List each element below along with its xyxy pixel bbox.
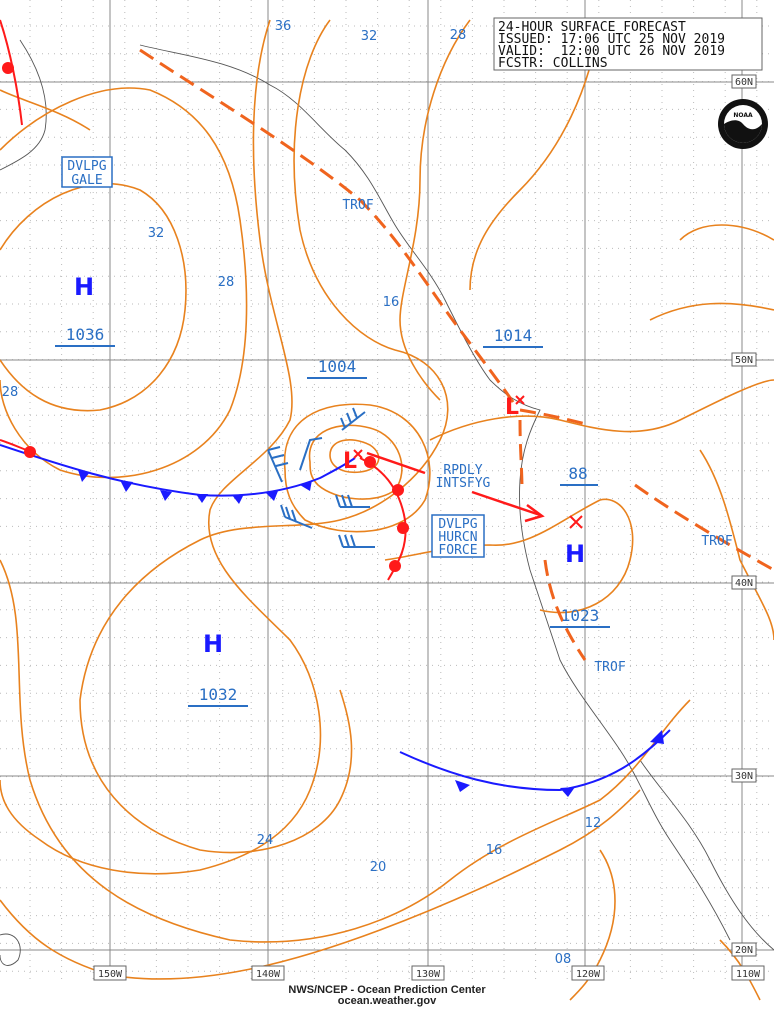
isobar-labels: 36 32 28 32 28 16 28 24 20 16 12 08	[2, 19, 602, 967]
isobar-label: 32	[361, 29, 378, 44]
gale-warning-box: DVLPG GALE	[61, 156, 113, 188]
wind-barbs	[267, 407, 375, 548]
high-1032: H 1032	[188, 630, 248, 707]
footer-url[interactable]: ocean.weather.gov	[338, 995, 437, 1007]
lat-label: 30N	[735, 771, 753, 782]
hurricane-line-1: DVLPG	[438, 517, 477, 532]
isobar-label: 12	[585, 816, 602, 831]
hurricane-force-box: DVLPG HURCN FORCE	[431, 514, 485, 558]
high-symbol: H	[74, 273, 94, 301]
lat-label: 60N	[735, 77, 753, 88]
isobar-label: 36	[275, 19, 292, 34]
hurricane-line-3: FORCE	[438, 543, 477, 558]
high-1036: H 1036	[55, 273, 115, 347]
isobar-label: 24	[257, 833, 274, 848]
isobar-label: 32	[148, 226, 165, 241]
pressure-value: 1004	[318, 357, 357, 376]
intensifying-line-2: INTSFYG	[436, 476, 491, 491]
lon-label: 110W	[736, 969, 761, 980]
forecast-header: 24-HOUR SURFACE FORECAST ISSUED: 17:06 U…	[493, 17, 763, 71]
lon-label: 150W	[98, 969, 123, 980]
footer-org: NWS/NCEP - Ocean Prediction Center	[288, 984, 486, 996]
pressure-value: 88	[568, 464, 587, 483]
low-symbol: L	[343, 449, 357, 474]
logo-text: NOAA	[733, 112, 753, 119]
isobar-label: 16	[486, 843, 503, 858]
pressure-value: 1032	[199, 685, 238, 704]
header-valid: VALID: 12:00 UTC 26 NOV 2019	[498, 44, 725, 59]
lat-label: 40N	[735, 578, 753, 589]
isobar-label: 28	[218, 275, 235, 290]
header-issued: ISSUED: 17:06 UTC 25 NOV 2019	[498, 32, 725, 47]
low-1004: L 1004	[307, 357, 367, 474]
hurricane-line-2: HURCN	[438, 530, 477, 545]
low-symbol: L	[505, 395, 519, 420]
high-symbol: H	[565, 540, 585, 568]
warm-front	[0, 19, 409, 581]
trough-label: TROF	[594, 660, 625, 675]
lon-label: 120W	[576, 969, 601, 980]
longitude-labels: 150W 140W 130W 120W 110W	[93, 965, 765, 981]
troughs	[139, 48, 774, 661]
coastline	[0, 39, 774, 966]
high-1023: H 1023	[550, 515, 610, 628]
low-1014: L 1014	[483, 326, 543, 420]
intensifying-arrows	[366, 451, 545, 523]
cold-front	[0, 444, 671, 797]
trough-label: TROF	[342, 198, 373, 213]
minor-grid	[0, 0, 774, 980]
lon-label: 140W	[256, 969, 281, 980]
pressure-value: 1023	[561, 606, 600, 625]
isobar-label: 28	[2, 385, 19, 400]
isobar-label: 16	[383, 295, 400, 310]
header-forecaster: FCSTR: COLLINS	[498, 56, 608, 71]
gale-line-2: GALE	[71, 173, 102, 188]
header-title: 24-HOUR SURFACE FORECAST	[498, 20, 686, 35]
lat-label: 50N	[735, 355, 753, 366]
isobar-label: 20	[370, 860, 387, 875]
lon-label: 130W	[416, 969, 441, 980]
intensifying-line-1: RPDLY	[443, 463, 482, 478]
isobar-label: 28	[450, 28, 467, 43]
noaa-logo-icon: NOAA	[718, 99, 768, 149]
pressure-88: 88	[560, 464, 598, 486]
pressure-value: 1036	[66, 325, 105, 344]
rapidly-intensifying-label: RPDLY INTSFYG	[436, 463, 491, 491]
lat-label: 20N	[735, 945, 753, 956]
latitude-labels: 60N 50N 40N 30N 20N	[731, 74, 757, 957]
trough-label: TROF	[701, 534, 732, 549]
isobar-label: 08	[555, 952, 572, 967]
gale-line-1: DVLPG	[67, 159, 106, 174]
pressure-value: 1014	[494, 326, 533, 345]
high-symbol: H	[203, 630, 223, 658]
